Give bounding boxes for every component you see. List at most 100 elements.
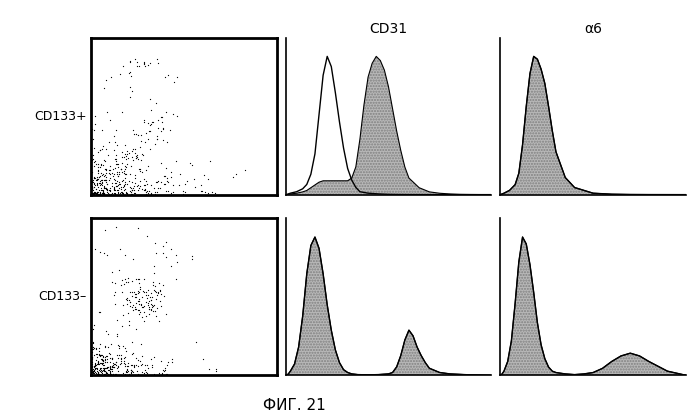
Point bbox=[134, 284, 146, 291]
Point bbox=[172, 259, 183, 266]
Point bbox=[148, 287, 159, 294]
Point bbox=[97, 176, 108, 183]
Point bbox=[98, 190, 109, 197]
Point bbox=[125, 73, 136, 80]
Point bbox=[111, 359, 122, 365]
Point bbox=[87, 369, 98, 376]
Point bbox=[95, 169, 106, 176]
Point bbox=[89, 173, 100, 180]
Point bbox=[146, 362, 158, 369]
Point bbox=[92, 357, 103, 364]
Point bbox=[124, 299, 135, 306]
Point bbox=[148, 371, 160, 377]
Point bbox=[88, 163, 99, 169]
Point bbox=[171, 157, 182, 164]
Point bbox=[94, 345, 105, 352]
Point bbox=[162, 362, 173, 369]
Point bbox=[141, 369, 153, 376]
Point bbox=[108, 292, 120, 299]
Point bbox=[90, 364, 101, 371]
Point bbox=[117, 62, 128, 69]
Point bbox=[121, 295, 132, 301]
Point bbox=[100, 185, 111, 191]
Point bbox=[112, 170, 123, 177]
Point bbox=[141, 188, 152, 195]
Point bbox=[86, 157, 97, 164]
Point bbox=[239, 167, 251, 174]
Point bbox=[150, 250, 162, 256]
Point bbox=[160, 254, 172, 261]
Point bbox=[118, 358, 130, 364]
Point bbox=[88, 368, 99, 374]
Point bbox=[126, 304, 137, 311]
Point bbox=[160, 311, 172, 317]
Point bbox=[108, 370, 119, 377]
Point bbox=[93, 367, 104, 374]
Point bbox=[145, 300, 156, 307]
Point bbox=[111, 161, 122, 167]
Point bbox=[111, 362, 122, 368]
Point bbox=[125, 189, 136, 196]
Point bbox=[88, 174, 99, 181]
Point bbox=[126, 186, 137, 193]
Point bbox=[98, 190, 109, 196]
Point bbox=[91, 176, 102, 183]
Point bbox=[102, 331, 113, 338]
Point bbox=[140, 63, 151, 70]
Point bbox=[104, 116, 116, 123]
Point bbox=[230, 170, 241, 177]
Point bbox=[92, 182, 103, 188]
Point bbox=[95, 352, 106, 359]
Point bbox=[87, 354, 98, 360]
Point bbox=[120, 348, 132, 354]
Point bbox=[139, 119, 150, 126]
Point bbox=[92, 191, 104, 198]
Point bbox=[90, 361, 101, 367]
Point bbox=[211, 365, 222, 372]
Point bbox=[115, 357, 126, 364]
Point bbox=[122, 363, 133, 369]
Point bbox=[210, 189, 221, 196]
Point bbox=[116, 153, 127, 160]
Point bbox=[123, 322, 134, 328]
Point bbox=[139, 362, 150, 368]
Point bbox=[105, 185, 116, 191]
Point bbox=[144, 306, 155, 312]
Point bbox=[139, 176, 150, 182]
Point bbox=[97, 171, 108, 178]
Point bbox=[123, 371, 134, 377]
Point bbox=[101, 146, 112, 153]
Point bbox=[86, 177, 97, 184]
Point bbox=[121, 366, 132, 373]
Point bbox=[114, 190, 125, 196]
Point bbox=[94, 353, 105, 359]
Point bbox=[153, 317, 164, 324]
Point bbox=[87, 185, 98, 191]
Point bbox=[152, 60, 163, 66]
Point bbox=[112, 342, 123, 349]
Point bbox=[143, 136, 154, 142]
Point bbox=[87, 126, 98, 132]
Point bbox=[106, 74, 117, 81]
Point bbox=[88, 191, 99, 198]
Point bbox=[110, 190, 121, 197]
Point bbox=[147, 119, 158, 126]
Point bbox=[117, 169, 128, 176]
Point bbox=[103, 169, 114, 176]
Point bbox=[96, 161, 107, 168]
Point bbox=[197, 356, 209, 363]
Point bbox=[94, 352, 106, 358]
Point bbox=[107, 190, 118, 197]
Point bbox=[139, 61, 150, 68]
Point bbox=[134, 289, 145, 295]
Point bbox=[94, 361, 105, 368]
Point bbox=[130, 291, 141, 298]
Point bbox=[86, 367, 97, 374]
Point bbox=[112, 173, 123, 180]
Point bbox=[102, 252, 113, 259]
Point bbox=[136, 304, 148, 311]
Point bbox=[85, 170, 97, 177]
Point bbox=[94, 180, 105, 187]
Point bbox=[125, 93, 136, 100]
Point bbox=[136, 151, 148, 158]
